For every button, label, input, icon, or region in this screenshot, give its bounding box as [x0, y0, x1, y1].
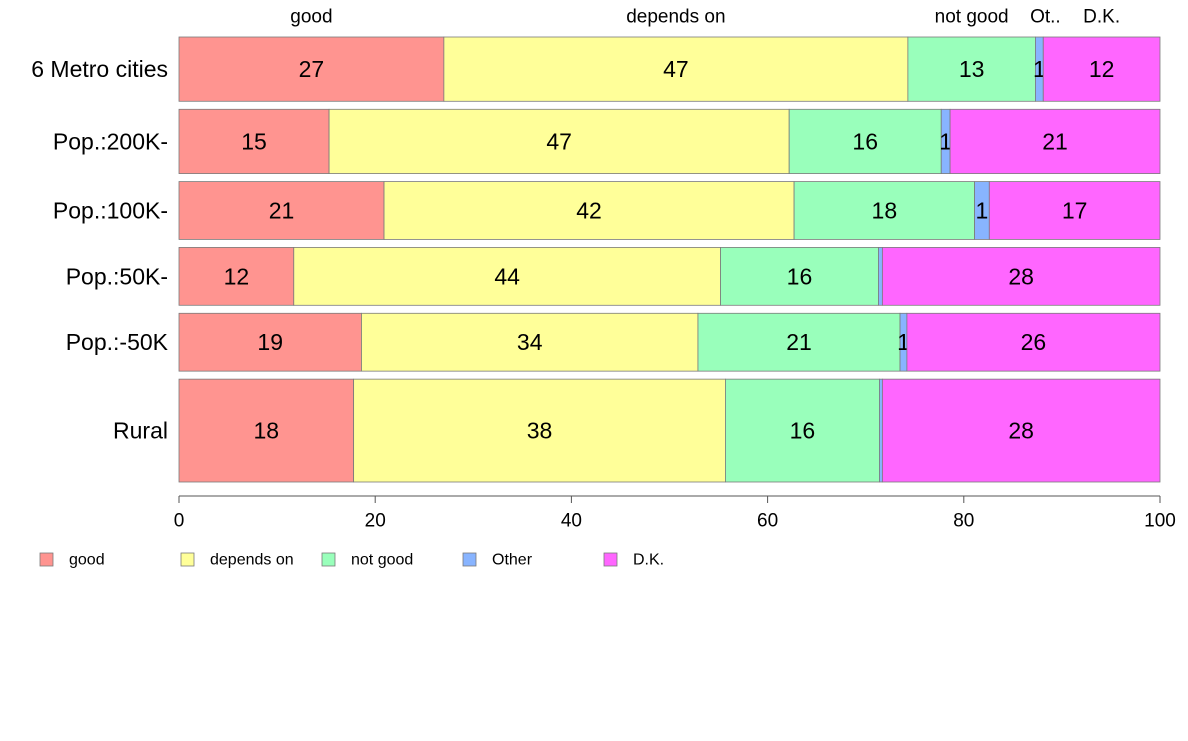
legend-swatch: [603, 552, 618, 567]
value-label: 47: [663, 56, 689, 82]
bar-segment: [988, 181, 1161, 240]
bar-segment: [178, 36, 445, 102]
bar-segment: [878, 247, 883, 306]
bar-segment: [881, 378, 1161, 483]
bar-segment: [793, 181, 975, 240]
legend-swatch: [462, 552, 477, 567]
bar-segment: [361, 312, 699, 372]
legend-label: D.K.: [633, 552, 664, 569]
value-label: 28: [1008, 263, 1034, 289]
value-label: 18: [872, 198, 898, 224]
value-label: 28: [1008, 418, 1034, 444]
legend-swatch: [321, 552, 336, 567]
value-label: 13: [959, 56, 985, 82]
bar-segment: [906, 312, 1161, 372]
value-label: 34: [517, 329, 543, 355]
column-label: depends on: [626, 7, 725, 28]
value-label: 42: [576, 198, 602, 224]
column-label: good: [290, 7, 332, 28]
value-label: 19: [257, 329, 283, 355]
category-label: Pop.:50K-: [66, 263, 168, 289]
category-label: Pop.:200K-: [53, 128, 168, 154]
value-label: 38: [527, 418, 553, 444]
value-label: 21: [1042, 128, 1068, 154]
bar-segment: [881, 247, 1161, 306]
category-label: 6 Metro cities: [31, 56, 168, 82]
category-label: Rural: [113, 418, 168, 444]
bar-segment: [788, 108, 942, 174]
x-tick-label: 80: [953, 511, 974, 532]
x-tick-label: 0: [174, 511, 185, 532]
bar-segment: [383, 181, 795, 240]
x-tick-label: 60: [757, 511, 778, 532]
bar-segment: [353, 378, 726, 483]
column-label: Ot..: [1030, 7, 1061, 28]
value-label: 47: [546, 128, 572, 154]
column-label: D.K.: [1083, 7, 1120, 28]
bar-segment: [443, 36, 909, 102]
bar-segment: [949, 108, 1161, 174]
value-label: 1: [976, 198, 989, 224]
bar-segment: [178, 312, 362, 372]
value-label: 17: [1062, 198, 1088, 224]
bar-segment: [293, 247, 721, 306]
category-label: Pop.:-50K: [66, 329, 169, 355]
value-label: 15: [241, 128, 267, 154]
value-label: 12: [1089, 56, 1115, 82]
value-label: 27: [299, 56, 325, 82]
bar-segment: [725, 378, 880, 483]
value-label: 21: [786, 329, 812, 355]
legend-swatch: [180, 552, 195, 567]
bar-segment: [879, 378, 883, 483]
legend-label: depends on: [210, 552, 294, 569]
bar-segment: [697, 312, 901, 372]
value-label: 1: [1033, 56, 1046, 82]
bar-segment: [907, 36, 1036, 102]
value-label: 21: [269, 198, 295, 224]
bar-segment: [328, 108, 790, 174]
value-label: 26: [1021, 329, 1047, 355]
value-label: 44: [494, 263, 520, 289]
legend-label: not good: [351, 552, 413, 569]
value-label: 1: [939, 128, 952, 154]
bar-segment: [1042, 36, 1161, 102]
bar-segment: [720, 247, 879, 306]
x-tick-label: 40: [561, 511, 582, 532]
legend-label: good: [69, 552, 105, 569]
value-label: 16: [852, 128, 878, 154]
category-label: Pop.:100K-: [53, 198, 168, 224]
legend-swatch: [39, 552, 54, 567]
x-tick-label: 100: [1144, 511, 1176, 532]
value-label: 18: [254, 418, 280, 444]
value-label: 16: [790, 418, 816, 444]
legend-label: Other: [492, 552, 533, 569]
value-label: 12: [224, 263, 250, 289]
column-label: not good: [935, 7, 1009, 28]
bar-segment: [178, 108, 330, 174]
value-label: 16: [787, 263, 813, 289]
bar-segment: [178, 247, 295, 306]
x-tick-label: 20: [365, 511, 386, 532]
